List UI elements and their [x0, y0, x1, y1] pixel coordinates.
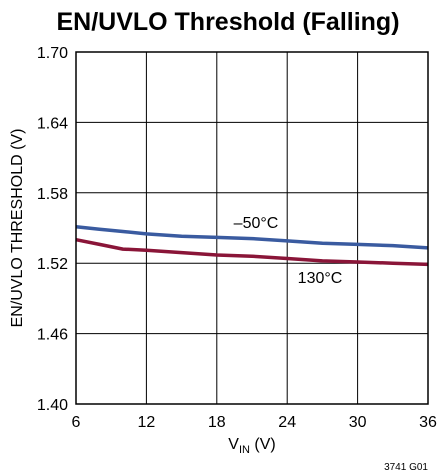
x-tick-label: 6 [72, 414, 81, 431]
plot-frame [75, 51, 429, 405]
figure-code: 3741 G01 [384, 462, 428, 473]
y-axis-label: EN/UVLO THRESHOLD (V) [9, 129, 26, 328]
x-ticks: 6 12 18 24 30 36 [72, 414, 437, 431]
y-tick-label: 1.52 [37, 256, 68, 273]
y-tick-label: 1.58 [37, 186, 68, 203]
y-tick-label: 1.70 [37, 45, 68, 62]
y-tick-label: 1.40 [37, 397, 68, 414]
x-axis-label-unit: (V) [250, 436, 276, 453]
series-line-0 [75, 225, 429, 250]
x-axis-label: VIN (V) [228, 436, 275, 456]
series-line-1 [75, 237, 429, 267]
series-label-hot: 130°C [298, 270, 343, 287]
x-axis-label-sub: IN [239, 444, 250, 456]
chart-title: EN/UVLO Threshold (Falling) [56, 8, 399, 36]
x-tick-label: 36 [419, 414, 437, 431]
x-axis-label-main: V [228, 436, 239, 453]
y-ticks: 1.70 1.64 1.58 1.52 1.46 1.40 [37, 45, 68, 414]
x-tick-label: 24 [278, 414, 296, 431]
series-group [75, 225, 429, 267]
x-tick-label: 30 [349, 414, 367, 431]
series-label-cold: –50°C [234, 215, 279, 232]
x-tick-label: 12 [138, 414, 156, 431]
y-tick-label: 1.64 [37, 115, 68, 132]
y-tick-label: 1.46 [37, 327, 68, 344]
x-tick-label: 18 [208, 414, 226, 431]
